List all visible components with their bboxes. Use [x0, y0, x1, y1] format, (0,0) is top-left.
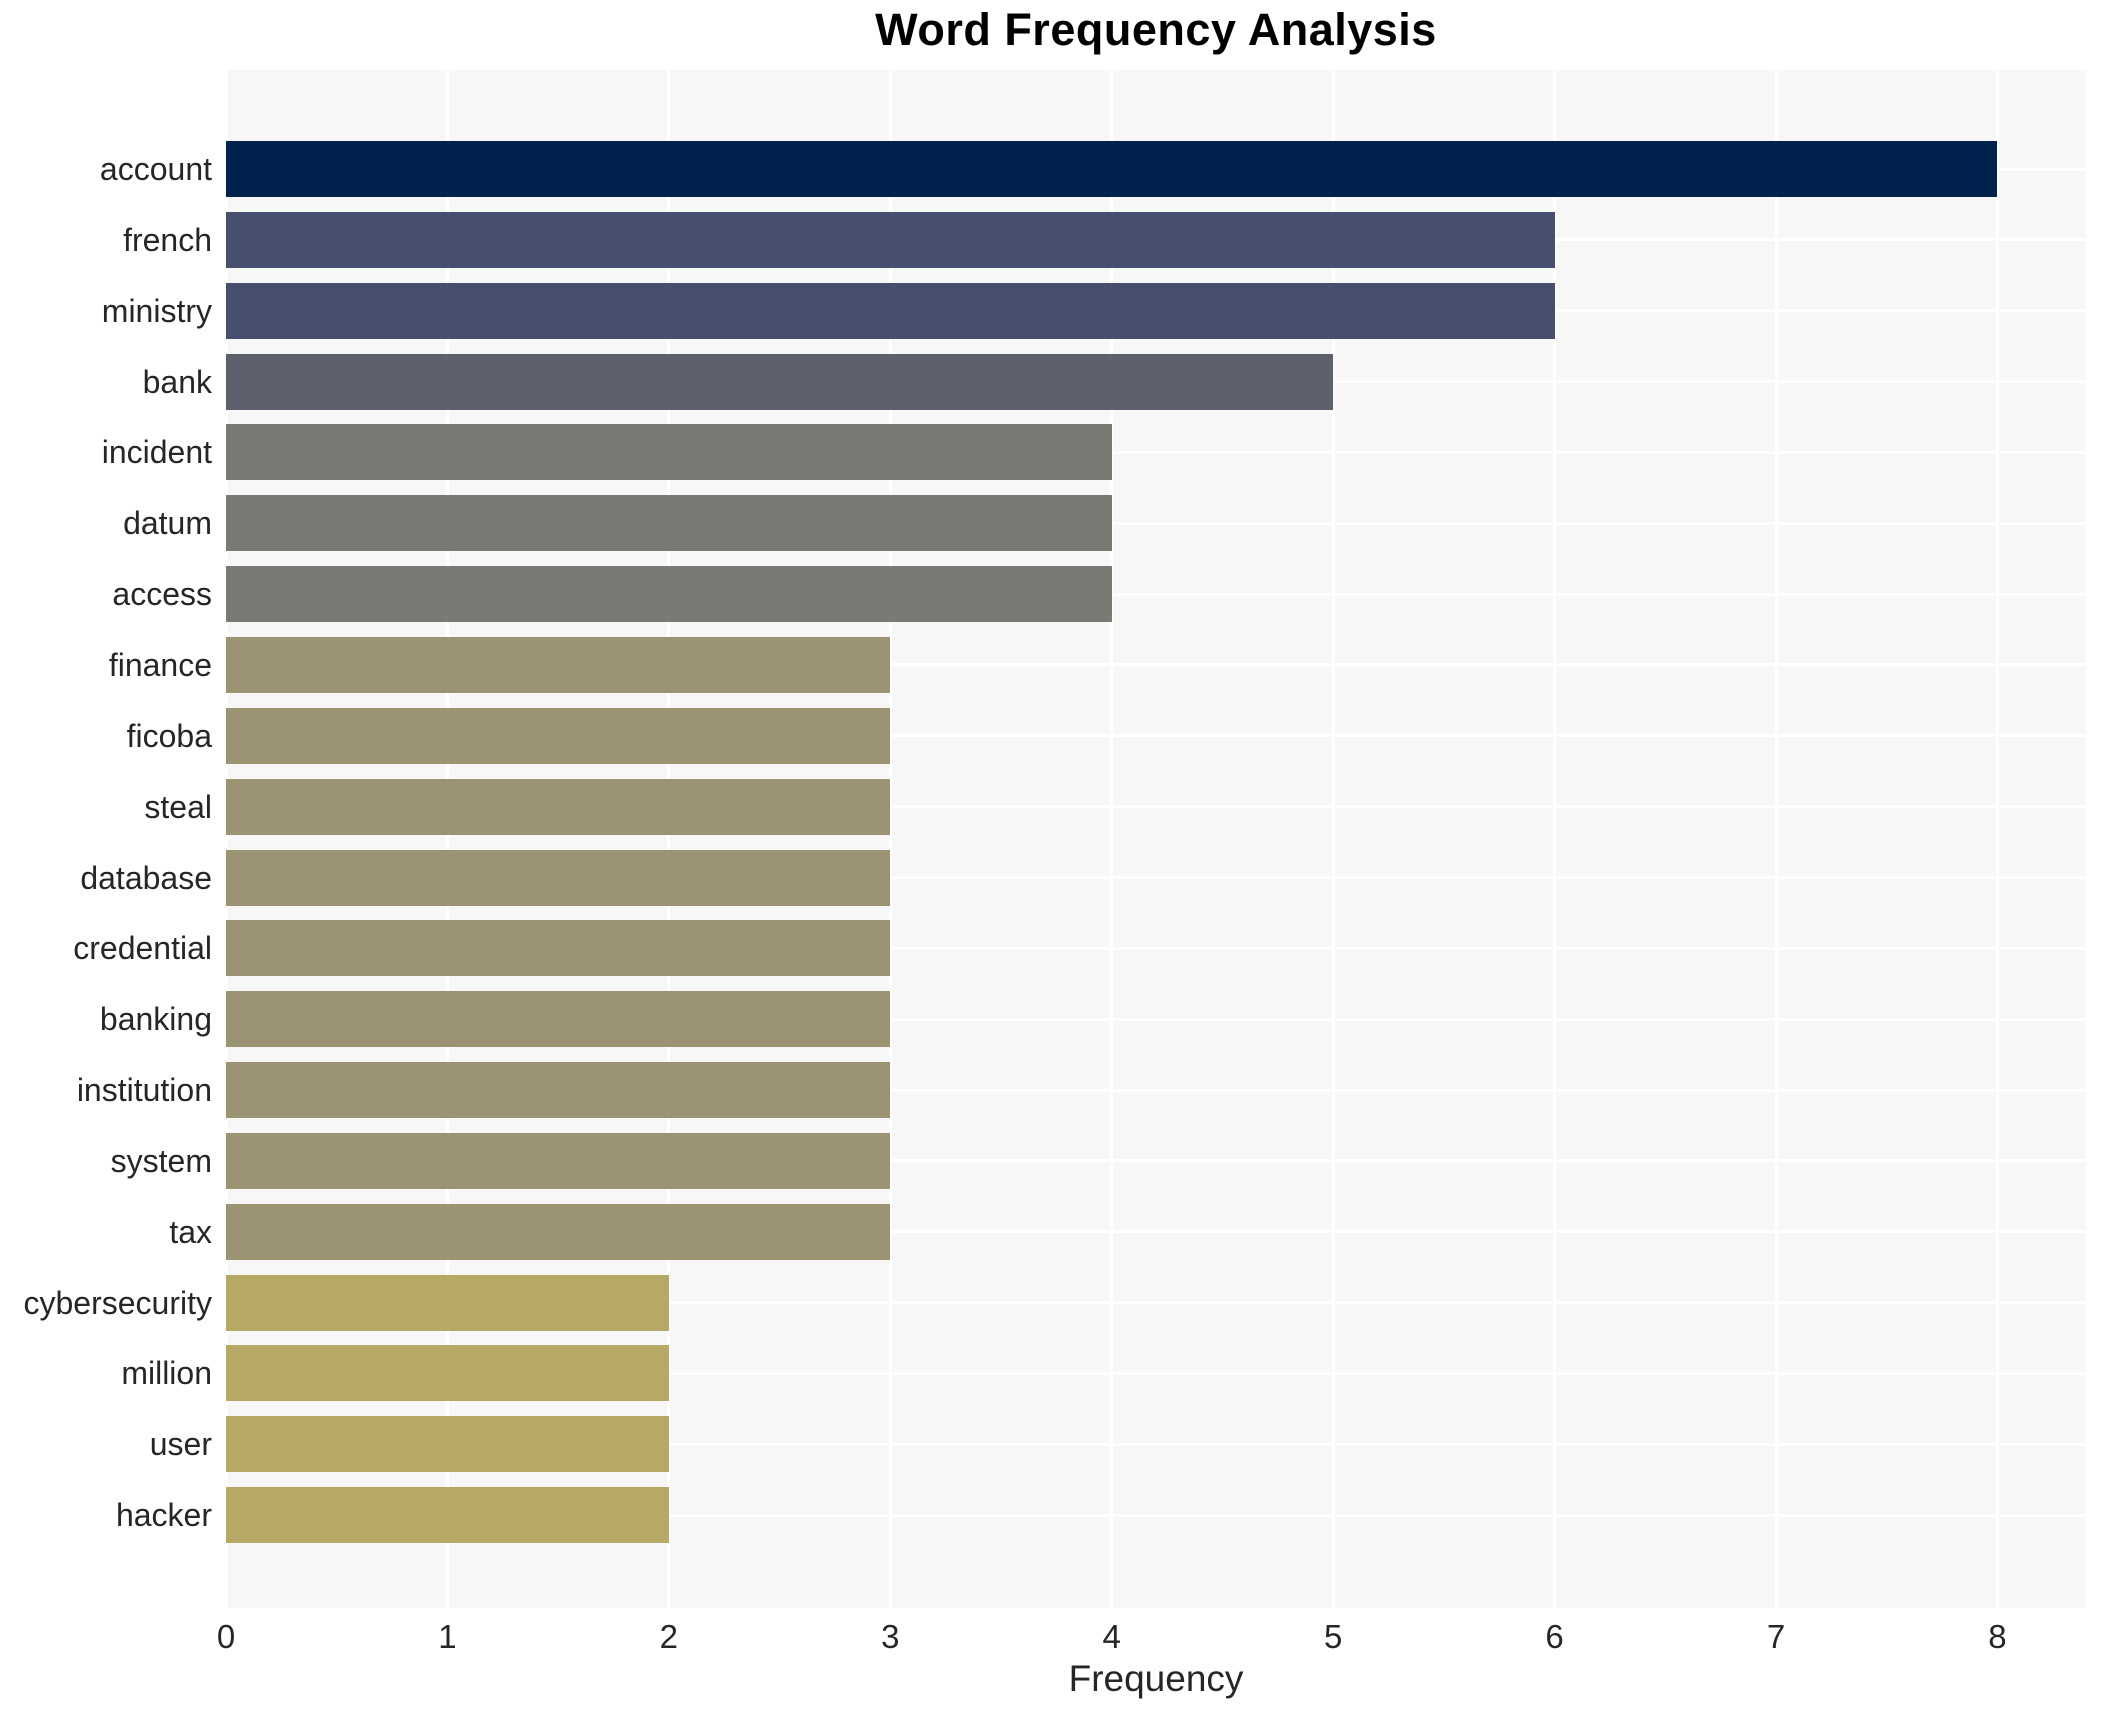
bar-system [226, 1132, 891, 1189]
vertical-gridline [1774, 70, 1778, 1608]
horizontal-gridline [226, 876, 2086, 879]
vertical-gridline [224, 70, 228, 1608]
category-label-credential: credential [73, 930, 212, 967]
category-label-bank: bank [142, 363, 212, 400]
horizontal-gridline [226, 450, 2086, 454]
x-tick-label: 0 [216, 1618, 236, 1655]
horizontal-gridline [226, 1017, 2086, 1021]
bar-cybersecurity [226, 1274, 669, 1331]
horizontal-gridline [226, 663, 2086, 667]
vertical-gridline [1110, 70, 1114, 1608]
bar-incident [226, 424, 1112, 481]
horizontal-gridline [226, 1301, 2086, 1305]
x-tick-label: 8 [1988, 1618, 2007, 1655]
x-tick-label: 4 [1102, 1618, 1121, 1655]
bar-million [226, 1345, 669, 1402]
category-label-million: million [121, 1355, 212, 1392]
category-label-banking: banking [99, 1001, 212, 1038]
vertical-gridline [1995, 70, 1999, 1608]
category-label-finance: finance [108, 646, 212, 683]
category-label-ministry: ministry [101, 292, 212, 329]
vertical-gridline [1331, 70, 1335, 1608]
category-label-system: system [110, 1142, 212, 1179]
category-label-cybersecurity: cybersecurity [23, 1284, 213, 1321]
vertical-gridline [667, 70, 671, 1608]
category-label-french: french [123, 221, 212, 258]
bar-bank [226, 353, 1334, 410]
horizontal-gridline [226, 1088, 2086, 1092]
bar-french [226, 211, 1555, 268]
x-tick-label: 7 [1766, 1618, 1786, 1655]
horizontal-gridline [226, 1159, 2086, 1163]
bar-ficoba [226, 707, 891, 764]
x-axis-label: Frequency [1068, 1658, 1244, 1699]
bar-steal [226, 778, 891, 835]
horizontal-gridline [226, 1442, 2086, 1446]
x-tick-label: 6 [1545, 1618, 1564, 1655]
category-label-tax: tax [169, 1213, 212, 1250]
category-label-steal: steal [144, 788, 212, 825]
x-tick-label: 2 [659, 1618, 679, 1655]
plot-area [224, 70, 2086, 1608]
horizontal-gridline [226, 1230, 2086, 1234]
category-label-access: access [112, 576, 212, 613]
horizontal-gridline [226, 1371, 2086, 1375]
vertical-gridline [1553, 70, 1557, 1608]
bar-datum [226, 495, 1112, 552]
category-label-database: database [80, 859, 212, 896]
x-tick-label: 5 [1323, 1618, 1343, 1655]
category-label-hacker: hacker [115, 1497, 212, 1534]
bar-institution [226, 1062, 891, 1119]
vertical-gridline [445, 70, 449, 1608]
vertical-gridline [888, 70, 892, 1608]
x-tick-label: 3 [881, 1618, 900, 1655]
horizontal-gridline [226, 592, 2086, 596]
category-label-datum: datum [123, 505, 212, 542]
horizontal-gridline [226, 734, 2086, 738]
bar-hacker [226, 1487, 669, 1544]
chart-title: Word Frequency Analysis [875, 4, 1437, 55]
bar-finance [226, 636, 891, 693]
bar-account [226, 141, 1998, 197]
category-label-institution: institution [76, 1072, 212, 1109]
x-tick-label: 1 [438, 1618, 457, 1655]
horizontal-gridline [226, 1513, 2086, 1517]
bar-access [226, 566, 1112, 623]
bar-tax [226, 1203, 891, 1260]
horizontal-gridline [226, 946, 2086, 950]
category-label-ficoba: ficoba [126, 717, 212, 754]
category-label-account: account [99, 151, 212, 187]
bar-user [226, 1416, 669, 1473]
bar-banking [226, 991, 891, 1048]
horizontal-gridline [226, 805, 2086, 809]
category-label-user: user [149, 1426, 212, 1463]
bar-database [226, 849, 891, 906]
category-label-incident: incident [101, 434, 212, 471]
bar-ministry [226, 282, 1555, 339]
horizontal-gridline [226, 521, 2086, 525]
bar-credential [226, 920, 891, 977]
